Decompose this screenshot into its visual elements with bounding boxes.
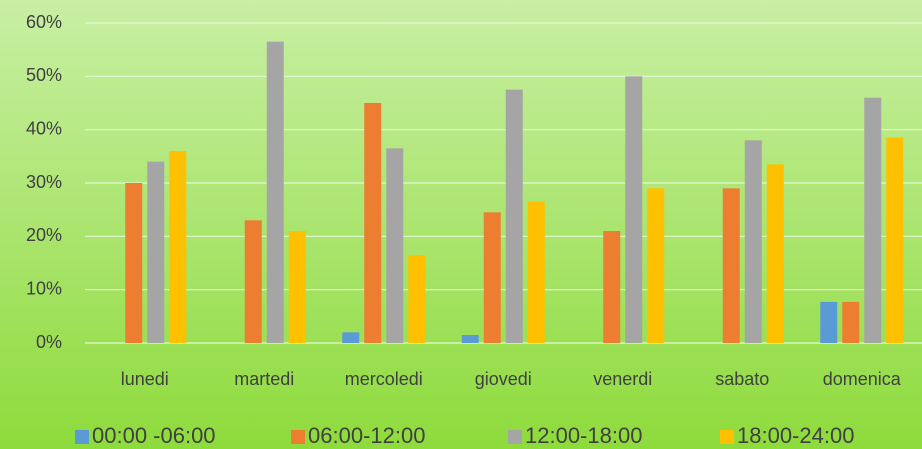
bar [744, 140, 762, 343]
bar [169, 151, 187, 343]
x-tick-label: domenica [823, 369, 902, 389]
y-tick-label: 30% [26, 172, 62, 192]
y-tick-label: 50% [26, 65, 62, 85]
legend-label: 18:00-24:00 [737, 423, 854, 448]
bar [125, 183, 143, 343]
bar [483, 212, 501, 343]
bar [625, 76, 643, 343]
bar [288, 231, 306, 343]
x-tick-label: lunedi [121, 369, 169, 389]
bar [842, 301, 860, 343]
x-tick-label: venerdi [593, 369, 652, 389]
bar [364, 103, 382, 343]
bar [266, 41, 284, 344]
y-tick-label: 20% [26, 225, 62, 245]
y-tick-label: 40% [26, 118, 62, 138]
bar [408, 255, 426, 343]
y-tick-label: 60% [26, 12, 62, 32]
bar [603, 231, 621, 343]
y-tick-label: 10% [26, 278, 62, 298]
x-tick-label: giovedi [475, 369, 532, 389]
bar [527, 201, 545, 343]
x-tick-label: sabato [715, 369, 769, 389]
bar [461, 335, 479, 343]
bar [244, 220, 262, 343]
bar [820, 301, 838, 343]
bar [722, 188, 740, 343]
legend-label: 00:00 -06:00 [92, 423, 216, 448]
bar [886, 137, 904, 343]
legend-swatch [720, 430, 734, 444]
legend-swatch [291, 430, 305, 444]
x-tick-label: mercoledi [345, 369, 423, 389]
legend-label: 06:00-12:00 [308, 423, 425, 448]
legend-swatch [75, 430, 89, 444]
bar [147, 161, 165, 343]
y-tick-label: 0% [36, 332, 62, 352]
bar [864, 97, 882, 344]
bar [505, 89, 523, 344]
bar [386, 148, 404, 343]
bar [766, 164, 784, 343]
bar [647, 188, 665, 343]
legend-label: 12:00-18:00 [525, 423, 642, 448]
bar [342, 332, 360, 343]
x-tick-label: martedi [234, 369, 294, 389]
legend-swatch [508, 430, 522, 444]
